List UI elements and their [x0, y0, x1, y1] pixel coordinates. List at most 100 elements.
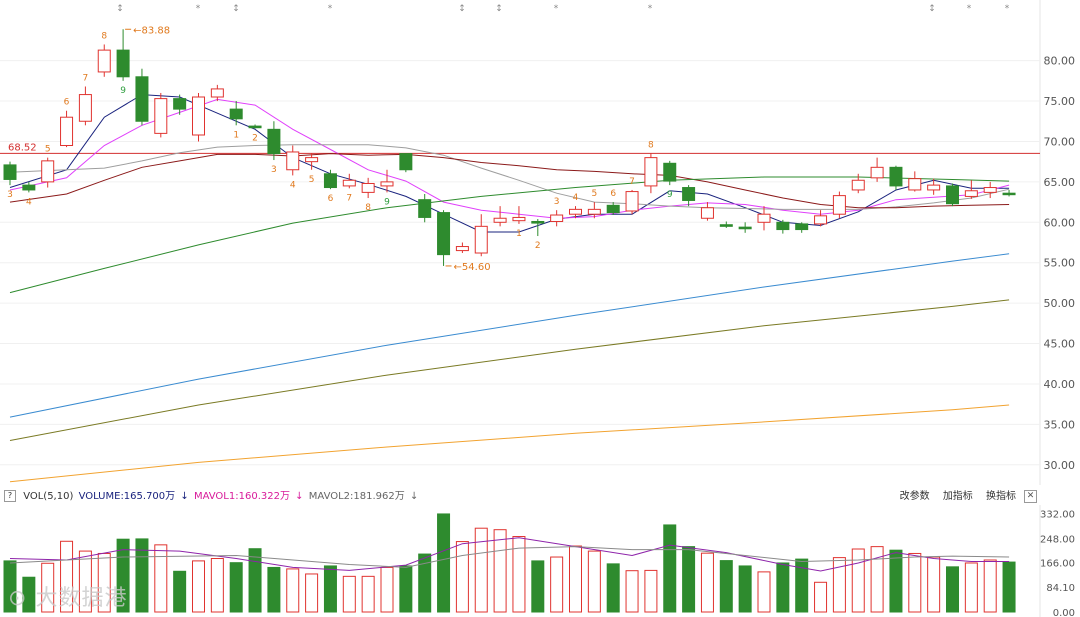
volume-bar: [418, 553, 432, 613]
sequence-count-label: 2: [535, 241, 541, 251]
candle: [210, 88, 224, 98]
candle: [192, 96, 205, 136]
price-chart[interactable]: 80.00 75.00 70.00 65.00 60.00 55.00 50.00 45.00…: [0, 0, 1080, 485]
volume-bar: [399, 565, 413, 613]
volume-bar: [719, 560, 733, 613]
moving-average-line: [9, 299, 1010, 441]
candle: [361, 182, 375, 193]
sequence-count-label: 5: [309, 175, 315, 185]
indicator-tools: 改参数 加指标 换指标: [892, 488, 1018, 505]
volume-bar: [342, 575, 356, 613]
y-tick-label: 50.00: [1044, 297, 1076, 310]
candle: [154, 98, 168, 134]
top-marker: *: [1005, 4, 1010, 14]
volume-bar: [192, 560, 205, 613]
volume-bar: [267, 566, 281, 613]
y-tick-label: 60.00: [1044, 216, 1076, 229]
y-tick-label: 65.00: [1044, 176, 1076, 189]
top-marker: *: [648, 4, 653, 14]
sequence-count-label: 7: [346, 193, 352, 203]
sequence-count-label: 3: [271, 165, 277, 175]
volume-bar: [795, 558, 809, 613]
candle: [474, 225, 488, 254]
reference-line-label: 68.52: [8, 142, 37, 153]
candle: [97, 49, 111, 73]
volume-bar: [625, 570, 639, 613]
volume-bar: [1002, 561, 1016, 613]
volume-bar: [550, 556, 564, 613]
volume-bar: [305, 573, 319, 613]
candle: [776, 221, 790, 231]
switch-indicator-button[interactable]: 换指标: [986, 491, 1016, 502]
volume-bar: [22, 576, 36, 613]
y-tick-label: 332.00: [1040, 509, 1075, 520]
candle: [418, 199, 432, 218]
sequence-count-label: 9: [384, 197, 390, 207]
candle: [587, 208, 601, 215]
volume-bar: [682, 546, 696, 613]
candle: [719, 224, 733, 227]
down-arrow-icon: ↓: [180, 491, 189, 502]
top-marker: ↕: [458, 4, 466, 14]
sequence-count-label: 3: [554, 197, 560, 207]
candle: [550, 214, 564, 222]
moving-average-line: [9, 176, 1010, 294]
sequence-count-label: 8: [365, 203, 371, 213]
top-marker: *: [196, 4, 201, 14]
volume-chart[interactable]: 332.00 248.00 166.00 84.10 0.00: [0, 505, 1080, 617]
add-indicator-button[interactable]: 加指标: [942, 491, 973, 502]
volume-bar: [832, 557, 846, 613]
y-tick-label: 248.00: [1040, 534, 1075, 545]
sequence-count-label: 9: [120, 86, 126, 96]
volume-bar: [380, 566, 394, 613]
candle: [738, 226, 752, 230]
volume-bar: [644, 569, 658, 613]
moving-average-line: [9, 253, 1010, 418]
candle: [663, 162, 677, 182]
edit-params-button[interactable]: 改参数: [899, 491, 930, 502]
volume-bar: [757, 571, 771, 613]
volume-bar: [776, 562, 790, 613]
sequence-count-label: 2: [252, 134, 258, 144]
sequence-count-label: 7: [83, 73, 89, 83]
sequence-count-label: 5: [45, 145, 51, 155]
candle: [248, 125, 262, 129]
volume-bar: [531, 560, 545, 613]
candle: [832, 195, 846, 215]
sequence-count-label: 4: [290, 180, 296, 190]
candle: [700, 207, 714, 219]
volume-bar: [3, 560, 17, 613]
candle: [1002, 192, 1016, 196]
candle: [229, 108, 243, 120]
candle: [135, 76, 149, 122]
y-tick-label: 30.00: [1044, 459, 1076, 472]
volume-bar: [437, 513, 451, 613]
volume-bar: [286, 568, 300, 613]
sequence-count-label: 6: [64, 98, 70, 108]
volume-bar: [361, 575, 375, 613]
volume-bar: [927, 556, 941, 613]
close-icon[interactable]: ✕: [1024, 490, 1037, 503]
candle: [173, 98, 187, 110]
candle: [22, 184, 36, 191]
volume-bar: [154, 544, 168, 613]
candle: [889, 166, 903, 187]
candle: [757, 213, 771, 223]
down-arrow-icon: ↓: [409, 491, 419, 502]
volume-bar: [587, 550, 601, 613]
y-tick-label: 55.00: [1044, 257, 1076, 270]
candle: [380, 181, 394, 187]
sequence-count-label: 5: [591, 189, 597, 199]
volume-bar: [814, 581, 828, 613]
top-marker: ↕: [495, 4, 503, 14]
candle: [399, 153, 413, 171]
volume-bar: [851, 548, 865, 613]
candle: [644, 157, 658, 187]
volume-value: VOLUME:165.700万: [78, 491, 176, 502]
volume-bar: [229, 562, 243, 613]
top-marker: ↕: [928, 4, 936, 14]
help-icon[interactable]: ?: [4, 490, 16, 502]
y-tick-label: 70.00: [1044, 135, 1076, 148]
high-annotation: ←83.88: [133, 25, 170, 36]
volume-bar: [889, 549, 903, 613]
